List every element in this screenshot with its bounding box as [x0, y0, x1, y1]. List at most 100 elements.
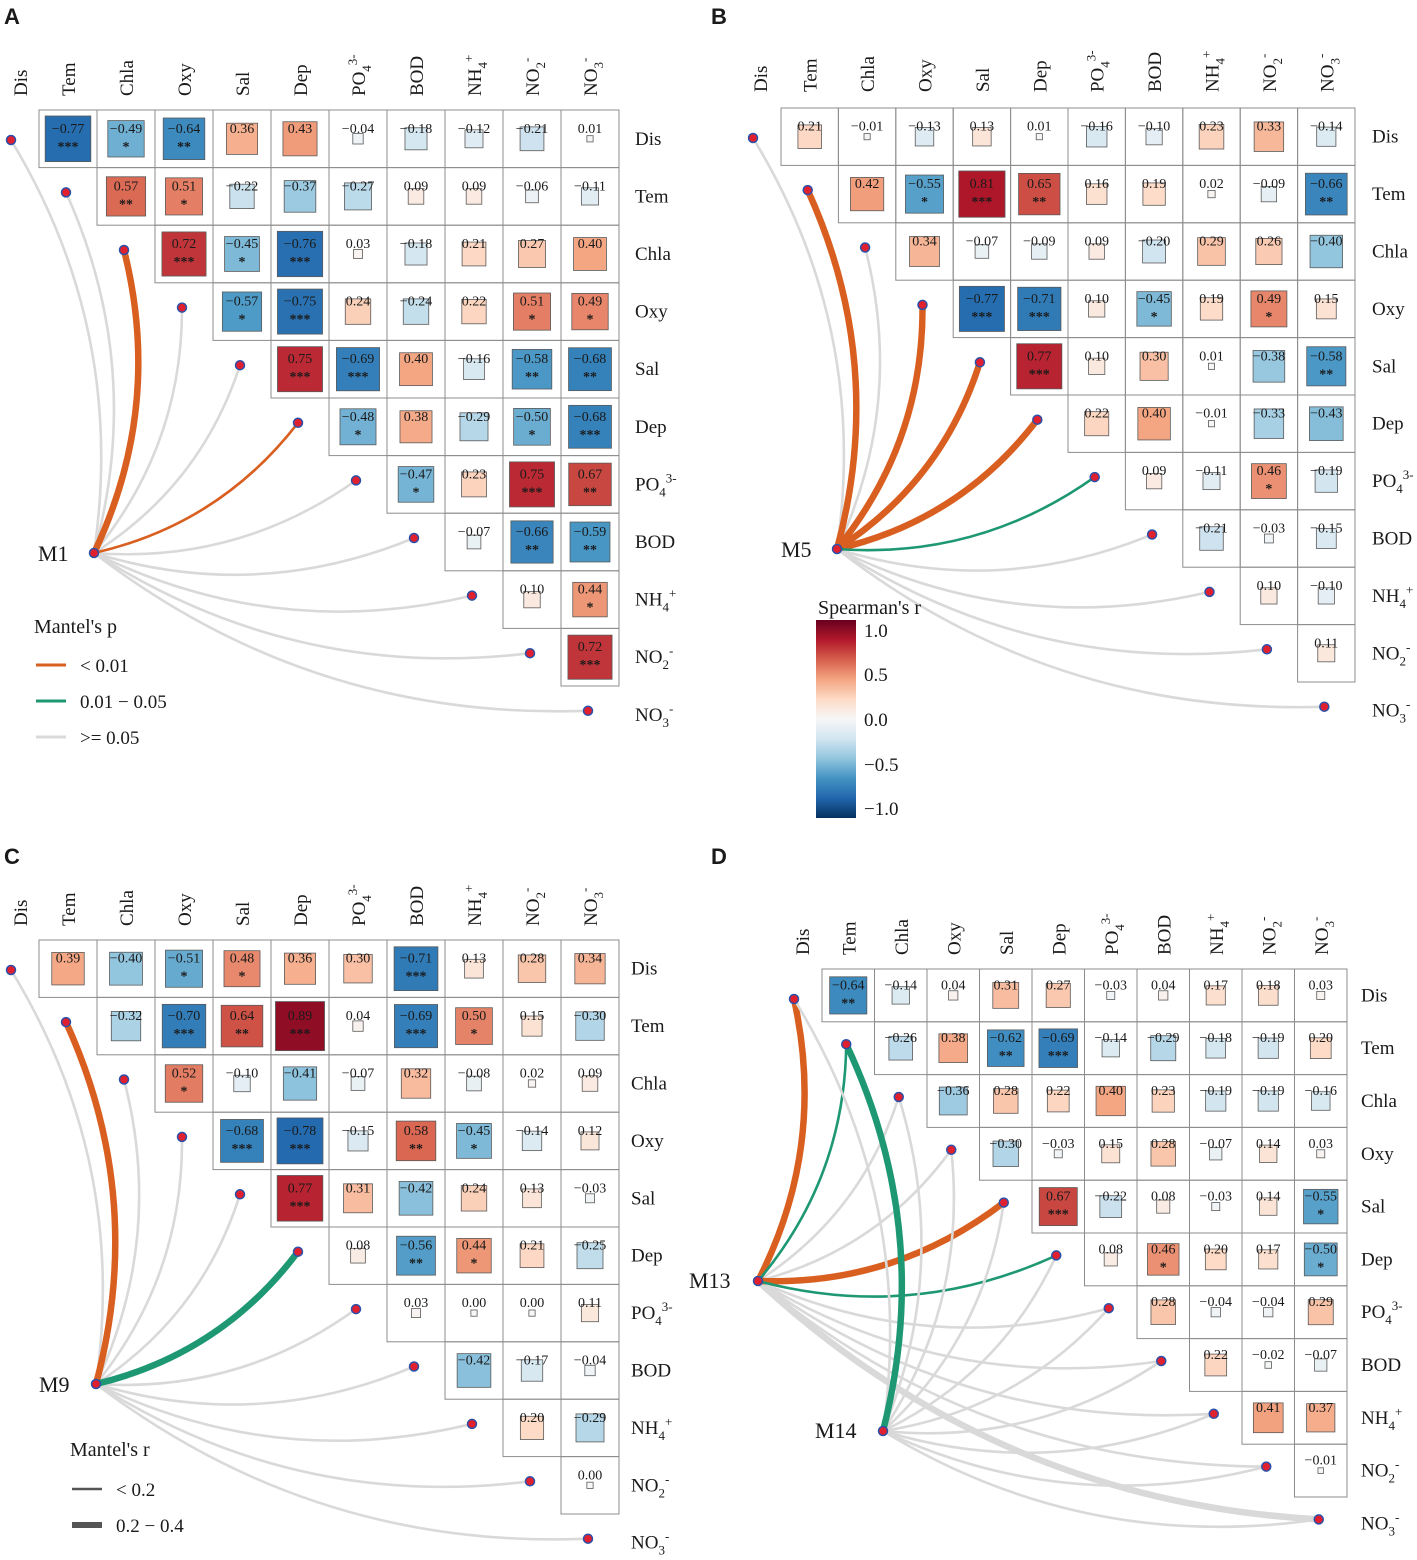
corr-value: 0.41 — [1256, 1401, 1281, 1416]
label-text: NO — [1317, 65, 1338, 92]
link-m14-no3 — [881, 1429, 1321, 1529]
corr-square-dep-nh4 — [459, 412, 489, 442]
corr-value: 0.03 — [1309, 978, 1334, 993]
var-label-chla: Chla — [892, 919, 913, 955]
var-label-oxy: Oxy — [631, 1131, 664, 1152]
corr-value: 0.20 — [520, 1411, 545, 1426]
corr-value: 0.24 — [346, 295, 371, 310]
corr-square-oxy-nh4 — [1199, 297, 1224, 321]
corr-value: 0.21 — [520, 1239, 545, 1254]
label-text: Oxy — [631, 1131, 664, 1152]
signif-stars: * — [123, 140, 130, 155]
link-m14-no2 — [881, 1429, 1268, 1487]
corr-value: 0.22 — [1046, 1084, 1071, 1099]
var-label-bod: BOD — [1154, 915, 1175, 955]
corr-value: 0.13 — [970, 120, 995, 135]
var-label-dep: Dep — [291, 64, 312, 96]
corr-square-oxy-dep — [276, 1117, 324, 1165]
corr-value: 0.08 — [1151, 1190, 1176, 1205]
corr-square-oxy-bod — [1150, 1141, 1176, 1167]
label-text: Dis — [631, 959, 657, 980]
var-label-dis: Dis — [1361, 985, 1387, 1006]
legend-label: < 0.2 — [116, 1480, 155, 1501]
corr-square-tem-no2 — [525, 189, 539, 204]
corr-value: −0.16 — [1305, 1084, 1337, 1099]
module-node-m9 — [90, 1378, 102, 1390]
corr-value: 0.20 — [1309, 1031, 1334, 1046]
env-node-nh4 — [466, 590, 478, 601]
env-node-no3 — [582, 1533, 594, 1544]
spearman-colorbar-legend: Spearman's r 1.0 0.5 0.0 −0.5 −1.0 — [816, 597, 921, 820]
legend-label: >= 0.05 — [80, 728, 139, 749]
var-label-tem: Tem — [1361, 1038, 1395, 1059]
label-text: Chla — [117, 890, 138, 926]
link-m14-po4 — [881, 1306, 1111, 1433]
label-text: NO — [635, 647, 662, 668]
corr-square-dis-oxy — [914, 127, 935, 147]
var-label-nh4: NH4+ — [1203, 914, 1232, 955]
corr-square-tem-dep — [1038, 1028, 1078, 1068]
label-text: Chla — [1361, 1091, 1397, 1112]
var-label-sal: Sal — [635, 359, 659, 380]
corr-value: 0.02 — [1199, 177, 1224, 192]
corr-square-dep-no3 — [568, 404, 612, 449]
corr-value: 0.49 — [1257, 292, 1282, 307]
link-m5-oxy — [833, 301, 926, 553]
env-node-bod — [1156, 1355, 1167, 1367]
var-label-nh4: NH4+ — [461, 55, 490, 96]
label-subscript: 2 — [1269, 921, 1284, 928]
corr-value: −0.43 — [1310, 407, 1342, 422]
corr-value: −0.38 — [1253, 349, 1285, 364]
signif-stars: *** — [290, 1142, 311, 1157]
var-label-bod: BOD — [1145, 52, 1166, 92]
label-text: PO — [635, 474, 659, 495]
label-subscript: 4 — [1385, 1312, 1392, 1327]
label-text: Chla — [631, 1074, 667, 1095]
corr-square-tem-bod — [1142, 182, 1166, 206]
var-label-oxy: Oxy — [1361, 1144, 1394, 1165]
label-text: Tem — [59, 62, 80, 96]
panel-b: B Dis Tem Chla Oxy Sal Dep PO43- BOD NH4+NO2-NO3… — [711, 4, 1414, 726]
var-label-no3: NO3- — [577, 888, 606, 926]
var-label-no3: NO3- — [1313, 54, 1342, 92]
link-m14-dep — [881, 1254, 1058, 1433]
corr-square-bod-no2 — [510, 520, 554, 564]
label-text: Dep — [1049, 923, 1070, 955]
corr-value: −0.07 — [966, 235, 998, 250]
mantel-links — [9, 138, 590, 713]
env-node-sal — [234, 359, 246, 371]
corr-square-chla-sal — [233, 1074, 251, 1093]
var-label-dis: Dis — [635, 129, 661, 150]
link-m14-bod — [881, 1359, 1163, 1435]
signif-stars: *** — [580, 428, 601, 443]
grid-cell — [560, 627, 620, 687]
corr-square-chla-oxy — [161, 231, 207, 277]
env-node-tem — [841, 1038, 852, 1050]
corr-square-oxy-no3 — [1315, 298, 1337, 320]
link-m1-tem — [64, 191, 116, 555]
corr-square-tem-no3 — [575, 1011, 605, 1041]
var-label-sal: Sal — [997, 931, 1018, 955]
label-text: Sal — [233, 902, 254, 926]
corr-value: 0.77 — [288, 1181, 313, 1196]
corr-square-dep-bod — [396, 1235, 436, 1276]
label-text: Dep — [291, 64, 312, 96]
corr-value: −0.03 — [574, 1181, 606, 1196]
corr-square-tem-chla — [888, 1035, 914, 1061]
signif-stars: *** — [971, 195, 992, 210]
corr-value: −0.15 — [1310, 522, 1342, 537]
var-label-sal: Sal — [233, 72, 254, 96]
var-label-dep: Dep — [1361, 1249, 1393, 1270]
panel-letter: A — [4, 4, 20, 29]
corr-square-sal-dep — [1038, 1187, 1078, 1227]
label-text: NH — [465, 898, 486, 926]
panel-c: C Dis Tem Chla Oxy Sal Dep PO43- BOD NH4+NO2-NO3… — [4, 844, 673, 1558]
corr-square-chla-dep — [276, 230, 324, 278]
label-superscript: + — [1406, 582, 1413, 597]
env-node-chla — [859, 242, 871, 253]
corr-square-bod-no2 — [520, 1359, 544, 1382]
corr-square-tem-no2 — [521, 1015, 543, 1037]
corr-value: 0.09 — [578, 1067, 603, 1082]
corr-square-nh4-no2 — [1252, 1402, 1284, 1434]
corr-value: −0.09 — [1023, 235, 1055, 250]
